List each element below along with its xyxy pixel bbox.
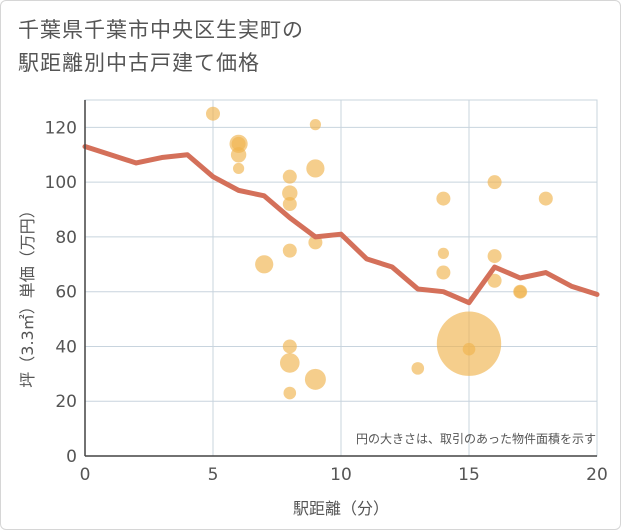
y-tick-label: 100 bbox=[45, 173, 77, 193]
bubble-point bbox=[283, 386, 297, 400]
bubble-point bbox=[282, 339, 297, 354]
x-tick-label: 0 bbox=[80, 465, 91, 485]
bubble-point bbox=[255, 255, 274, 274]
bubbles bbox=[206, 106, 553, 400]
y-tick-label: 40 bbox=[55, 337, 77, 357]
x-tick-label: 15 bbox=[458, 465, 480, 485]
y-tick-label: 120 bbox=[45, 118, 77, 138]
tick-labels: 0 5 10 15 20 0 20 40 60 80 100 120 bbox=[45, 118, 608, 485]
bubble-point bbox=[280, 353, 300, 373]
y-tick-label: 20 bbox=[55, 392, 77, 412]
bubble-point bbox=[538, 191, 553, 206]
axes bbox=[84, 100, 597, 457]
bubble-size-note: 円の大きさは、取引のあった物件面積を示す bbox=[356, 431, 596, 446]
bubble-point bbox=[436, 191, 451, 206]
y-axis-title: 坪（3.3㎡）単価（万円） bbox=[18, 202, 37, 387]
bubble-point bbox=[282, 169, 297, 184]
x-tick-label: 20 bbox=[586, 465, 608, 485]
bubble-point bbox=[230, 147, 247, 163]
y-tick-label: 60 bbox=[55, 283, 77, 303]
trend-line bbox=[82, 144, 600, 306]
trend-line-layer bbox=[82, 144, 600, 306]
bubble-point bbox=[206, 106, 220, 121]
bubble-point bbox=[436, 265, 451, 280]
bubble-point bbox=[231, 136, 246, 151]
bubble-point bbox=[282, 197, 297, 212]
chart-title: 千葉県千葉市中央区生実町の 駅距離別中古戸建て価格 bbox=[18, 14, 578, 80]
bubble-point bbox=[462, 342, 476, 356]
y-tick-label: 0 bbox=[66, 447, 77, 467]
bubble-point bbox=[437, 247, 449, 259]
bubble-point bbox=[233, 162, 245, 175]
chart-title-line-1: 千葉県千葉市中央区生実町の bbox=[18, 18, 304, 42]
x-axis-title: 駅距離（分） bbox=[293, 499, 389, 518]
bubble-point bbox=[282, 243, 297, 258]
bubble-point bbox=[487, 175, 502, 190]
bubble-point bbox=[487, 249, 502, 264]
bubble-point bbox=[487, 273, 502, 288]
bubble-point bbox=[306, 159, 325, 178]
chart-title-line-2: 駅距離別中古戸建て価格 bbox=[18, 51, 260, 75]
x-tick-label: 5 bbox=[208, 465, 219, 485]
bubble-point bbox=[411, 362, 425, 375]
bubble-point bbox=[282, 185, 298, 201]
x-tick-label: 10 bbox=[330, 465, 352, 485]
y-tick-label: 80 bbox=[55, 228, 77, 248]
bubble-point bbox=[304, 368, 326, 390]
bubble-point bbox=[513, 285, 527, 298]
bubble-point bbox=[309, 119, 321, 131]
